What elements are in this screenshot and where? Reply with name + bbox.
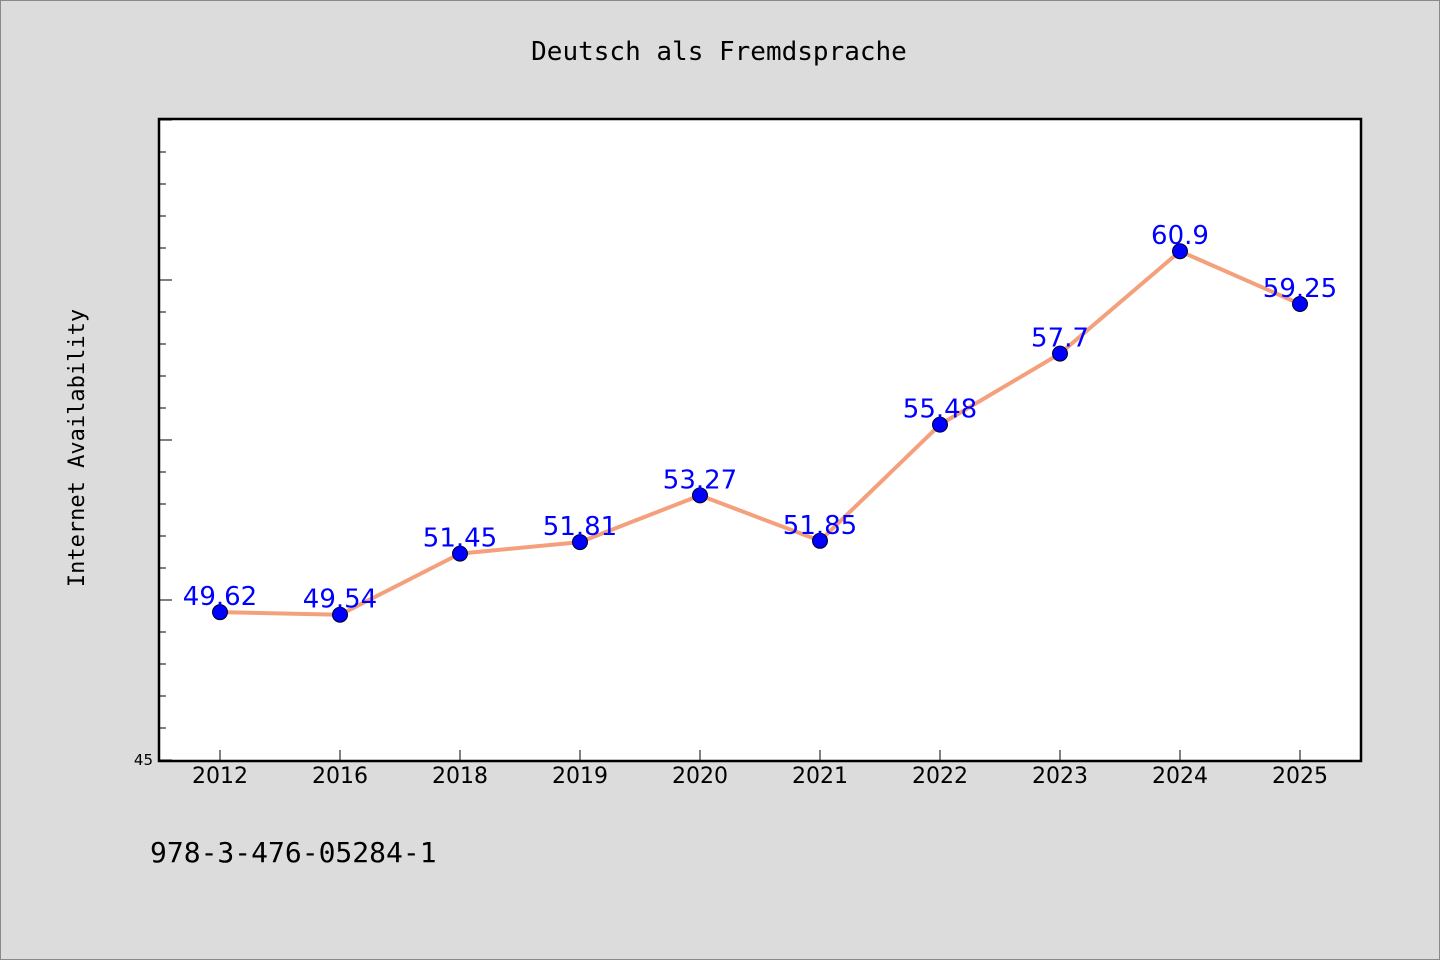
data-label: 49.62 <box>183 582 257 612</box>
series-layer: 49.62 49.54 51.45 51.81 53.27 51.85 55.48 57.7 6… <box>183 221 1337 623</box>
data-point <box>692 487 708 504</box>
data-label: 51.45 <box>423 524 497 554</box>
data-point <box>1172 243 1188 260</box>
x-tick-label: 2016 <box>312 764 368 789</box>
data-label: 49.54 <box>303 585 377 615</box>
data-point <box>332 606 348 623</box>
series-line <box>219 249 1301 617</box>
data-point <box>452 545 468 562</box>
data-point <box>812 532 828 549</box>
x-tick-label: 2021 <box>792 764 848 789</box>
x-axis-ticks: 2012 2016 2018 2019 2020 2021 2022 2023 2024 2025 <box>192 750 1328 789</box>
x-tick-label: 2023 <box>1032 764 1088 789</box>
x-tick-label: 2025 <box>1272 764 1328 789</box>
data-point <box>1052 345 1068 362</box>
isbn-label: 978-3-476-05284-1 <box>150 836 437 869</box>
y-axis-label: Internet Availability <box>65 309 90 587</box>
data-label: 55.48 <box>903 395 977 425</box>
x-tick-label: 2012 <box>192 764 248 789</box>
y-tick-label: 45 <box>134 751 153 769</box>
x-tick-label: 2019 <box>552 764 608 789</box>
data-point <box>572 534 588 551</box>
data-point <box>212 604 228 621</box>
data-label: 60.9 <box>1151 221 1209 251</box>
data-label: 57.7 <box>1031 324 1089 354</box>
data-label: 51.85 <box>783 511 857 541</box>
data-point <box>1292 296 1308 312</box>
data-label: 59.25 <box>1263 274 1337 304</box>
plot-area <box>157 117 1363 763</box>
x-tick-label: 2020 <box>672 764 728 789</box>
data-label: 53.27 <box>663 465 737 495</box>
x-tick-label: 2018 <box>432 764 488 789</box>
x-tick-label: 2022 <box>912 764 968 789</box>
data-point <box>932 416 948 433</box>
x-tick-label: 2024 <box>1152 764 1208 789</box>
data-label: 51.81 <box>543 512 617 542</box>
chart-title: Deutsch als Fremdsprache <box>531 37 907 67</box>
y-axis-ticks: 45 <box>134 119 172 769</box>
